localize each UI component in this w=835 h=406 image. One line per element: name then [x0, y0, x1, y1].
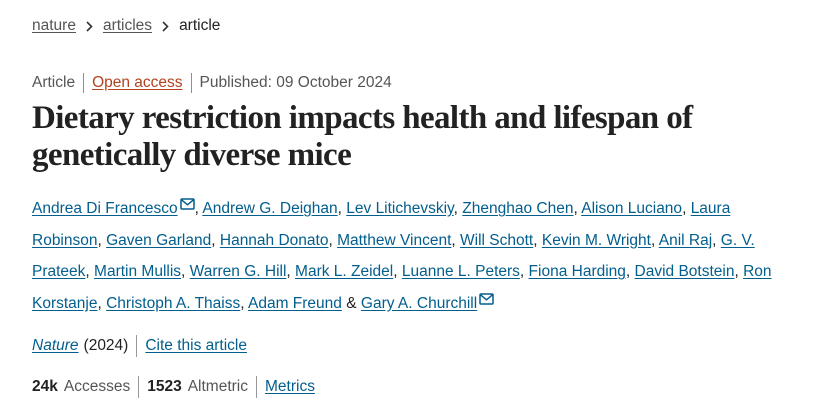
- year: (2024): [83, 337, 129, 354]
- author-separator: ,: [451, 231, 456, 249]
- author-link[interactable]: Luanne L. Peters: [401, 263, 520, 280]
- author-separator: ,: [328, 231, 333, 249]
- author-separator: ,: [682, 200, 687, 217]
- journal-link[interactable]: Nature: [32, 337, 79, 354]
- accesses-value: 24k: [32, 378, 58, 395]
- separator: [256, 376, 257, 398]
- author-list: Andrea Di Francesco, Andrew G. Deighan, …: [32, 193, 777, 319]
- author-separator: ,: [533, 231, 538, 249]
- author-link[interactable]: Lev Litichevskiy: [346, 200, 454, 217]
- breadcrumb-link[interactable]: nature: [32, 17, 76, 34]
- author-separator: ,: [286, 263, 291, 280]
- chevron-icon: [162, 20, 169, 32]
- separator: [138, 376, 140, 398]
- chevron-icon: [86, 20, 93, 32]
- author-separator: ,: [181, 263, 186, 280]
- metrics-link[interactable]: Metrics: [265, 378, 315, 395]
- author-link[interactable]: David Botstein: [634, 263, 735, 280]
- breadcrumb: nature articles article: [32, 17, 220, 35]
- author-link[interactable]: Andrea Di Francesco: [32, 200, 178, 217]
- open-access-link[interactable]: Open access: [83, 73, 190, 93]
- author-link[interactable]: Andrew G. Deighan: [202, 200, 338, 217]
- altmetric-label: Altmetric: [187, 378, 248, 395]
- author-link[interactable]: Anil Raj: [658, 231, 713, 249]
- accesses-label: Accesses: [63, 378, 131, 395]
- author-link[interactable]: Gary A. Churchill: [360, 294, 478, 312]
- article-meta: Article Open access Published: 09 Octobe…: [32, 73, 400, 93]
- author-separator: ,: [734, 263, 739, 280]
- author-separator: ,: [337, 200, 342, 217]
- article-title: Dietary restriction impacts health and l…: [32, 100, 693, 173]
- author-link[interactable]: Martin Mullis: [94, 263, 182, 280]
- altmetric-value: 1523: [147, 378, 182, 395]
- author-separator: ,: [573, 200, 578, 217]
- author-separator: ,: [393, 263, 398, 280]
- breadcrumb-current: article: [179, 17, 221, 34]
- author-link[interactable]: G. V. Prateek: [32, 231, 755, 281]
- author-separator: ,: [625, 263, 631, 280]
- author-separator: ,: [453, 200, 458, 217]
- breadcrumb-link[interactable]: articles: [102, 17, 153, 34]
- author-link[interactable]: Laura Robinson: [32, 200, 731, 249]
- author-separator: ,: [240, 294, 245, 312]
- author-separator: ,: [97, 294, 102, 312]
- email-icon[interactable]: [479, 292, 494, 305]
- separator: [136, 335, 138, 357]
- citation: Nature (2024) Cite this article: [32, 335, 247, 357]
- author-link[interactable]: Fiona Harding: [528, 263, 626, 280]
- author-separator: ,: [519, 263, 525, 280]
- author-link[interactable]: Adam Freund: [248, 294, 342, 312]
- author-separator: ,: [712, 231, 717, 249]
- author-separator: ,: [85, 263, 90, 280]
- author-link[interactable]: Gaven Garland: [106, 231, 212, 249]
- author-separator: ,: [650, 231, 656, 249]
- author-link[interactable]: Hannah Donato: [219, 231, 329, 249]
- author-link[interactable]: Zhenghao Chen: [462, 200, 574, 217]
- email-icon[interactable]: [179, 198, 195, 210]
- metrics: 24k Accesses 1523 Altmetric Metrics: [32, 376, 315, 398]
- author-separator: ,: [194, 200, 199, 217]
- author-separator: &: [346, 294, 357, 312]
- author-link[interactable]: Ron Korstanje: [32, 263, 772, 312]
- article-type: Article: [32, 74, 76, 91]
- author-link[interactable]: Will Schott: [460, 231, 534, 249]
- published-date: Published: 09 October 2024: [190, 73, 400, 93]
- author-link[interactable]: Warren G. Hill: [189, 263, 287, 280]
- author-link[interactable]: Matthew Vincent: [337, 231, 452, 249]
- author-link[interactable]: Christoph A. Thaiss: [106, 294, 241, 312]
- cite-link[interactable]: Cite this article: [145, 337, 247, 354]
- author-link[interactable]: Mark L. Zeidel: [295, 263, 394, 280]
- author-separator: ,: [211, 231, 216, 249]
- author-link[interactable]: Alison Luciano: [581, 200, 683, 217]
- author-link[interactable]: Kevin M. Wright: [541, 231, 651, 249]
- author-separator: ,: [97, 231, 102, 249]
